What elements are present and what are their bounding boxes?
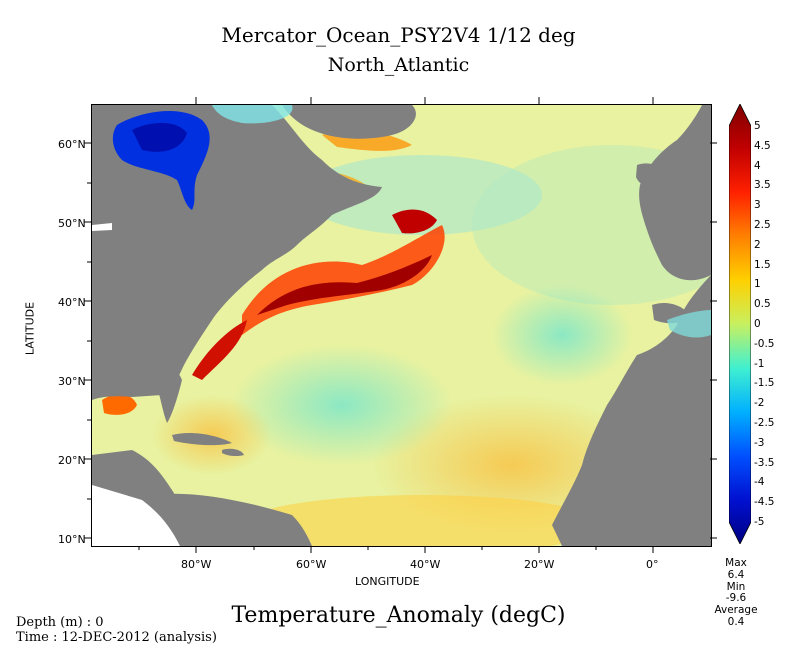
map-title: Mercator_Ocean_PSY2V4 1/12 deg [221,23,576,47]
colorbar-tick-label: -0.5 [754,337,775,350]
statistics-panel: Max 6.4 Min -9.6 Average 0.4 [712,557,760,629]
lat-tick-label: 30°N [58,375,86,388]
land-british-isles [636,163,661,187]
colorbar-tick-label: -1 [754,357,765,370]
pacific-masked-area [92,485,180,546]
colorbar-tick-label: -3.5 [754,456,775,469]
colorbar-tick-label: 0.5 [754,298,771,311]
colorbar [729,104,751,544]
warm-anomaly-core [392,209,437,234]
land-hispaniola [222,448,244,457]
cold-anomaly-region [212,105,293,124]
ocean-patch [242,495,602,546]
colorbar-tick-label: 3.5 [754,179,771,192]
land-europe [639,105,711,281]
colorbar-fill [729,104,751,544]
land-africa [552,275,711,546]
lon-tick-label: 0° [646,558,659,571]
lon-tick-label: 40°W [410,558,441,571]
colorbar-tick-label: -4 [754,476,765,489]
colorbar-tick-label: 0 [754,318,761,330]
colorbar-tick-label: 1 [754,278,761,291]
x-axis-label: LONGITUDE [355,575,420,588]
min-label: Min [726,580,746,593]
anomaly-map [92,105,711,546]
colorbar-tick-label: -2.5 [754,417,775,429]
land-cuba [172,432,232,446]
colorbar-tick-label: 4.5 [754,139,771,152]
lat-tick-label: 40°N [58,296,86,309]
land-north-america [92,105,382,400]
region-subtitle: North_Atlantic [327,54,470,76]
lat-tick-label: 20°N [58,454,86,467]
colorbar-tick-label: 5 [754,120,761,132]
average-value: 0.4 [727,615,745,628]
land-florida [152,366,182,423]
warm-anomaly-core [257,255,432,315]
warm-anomaly-region [242,225,445,335]
colorbar-tick-label: -4.5 [754,496,775,509]
colorbar-tick-label: 2.5 [754,219,771,231]
colorbar-tick-label: -3 [754,436,765,449]
max-label: Max [725,557,747,569]
lon-tick-label: 80°W [181,558,212,571]
average-label: Average [714,604,758,617]
ocean-patch [492,285,632,385]
land-gulf-coast [104,371,152,389]
colorbar-tick-label: -2 [754,397,765,410]
ocean-patch [302,155,542,235]
colorbar-tick-label: -1.5 [754,377,775,390]
colorbar-tick-label: 2 [754,238,761,251]
lon-tick-label: 20°W [524,558,555,571]
min-value: -9.6 [725,592,747,605]
map-plot-area [91,104,712,547]
lat-tick-label: 60°N [58,138,86,151]
ocean-patch [232,345,452,465]
land-newfoundland [259,213,302,244]
cold-anomaly-core [132,122,187,152]
cold-anomaly-region [667,310,711,338]
land-south-america [152,493,312,546]
lat-tick-label: 10°N [58,533,86,546]
warm-anomaly-region [192,320,247,380]
colorbar-tick-label: -5 [754,516,765,528]
max-value: 6.4 [727,568,745,581]
depth-label: Depth (m) : 0 [16,615,104,630]
time-label: Time : 12-DEC-2012 (analysis) [16,630,217,645]
warm-anomaly-region [102,393,137,415]
colorbar-tick-label: 4 [754,159,761,172]
pacific-masked-area [92,223,112,231]
lat-tick-label: 50°N [58,217,86,230]
colorbar-tick-label: 1.5 [754,258,771,271]
variable-title: Temperature_Anomaly (degC) [231,603,566,628]
land-greenland [282,105,416,139]
lon-tick-label: 60°W [296,558,327,571]
colorbar-tick-label: 3 [754,199,761,212]
